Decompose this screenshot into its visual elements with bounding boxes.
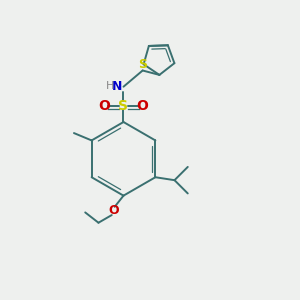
Text: N: N <box>112 80 122 93</box>
Text: S: S <box>118 99 128 113</box>
Text: O: O <box>98 99 110 113</box>
Text: O: O <box>108 205 119 218</box>
Text: O: O <box>137 99 148 113</box>
Text: H: H <box>106 81 114 91</box>
Text: S: S <box>138 58 147 71</box>
